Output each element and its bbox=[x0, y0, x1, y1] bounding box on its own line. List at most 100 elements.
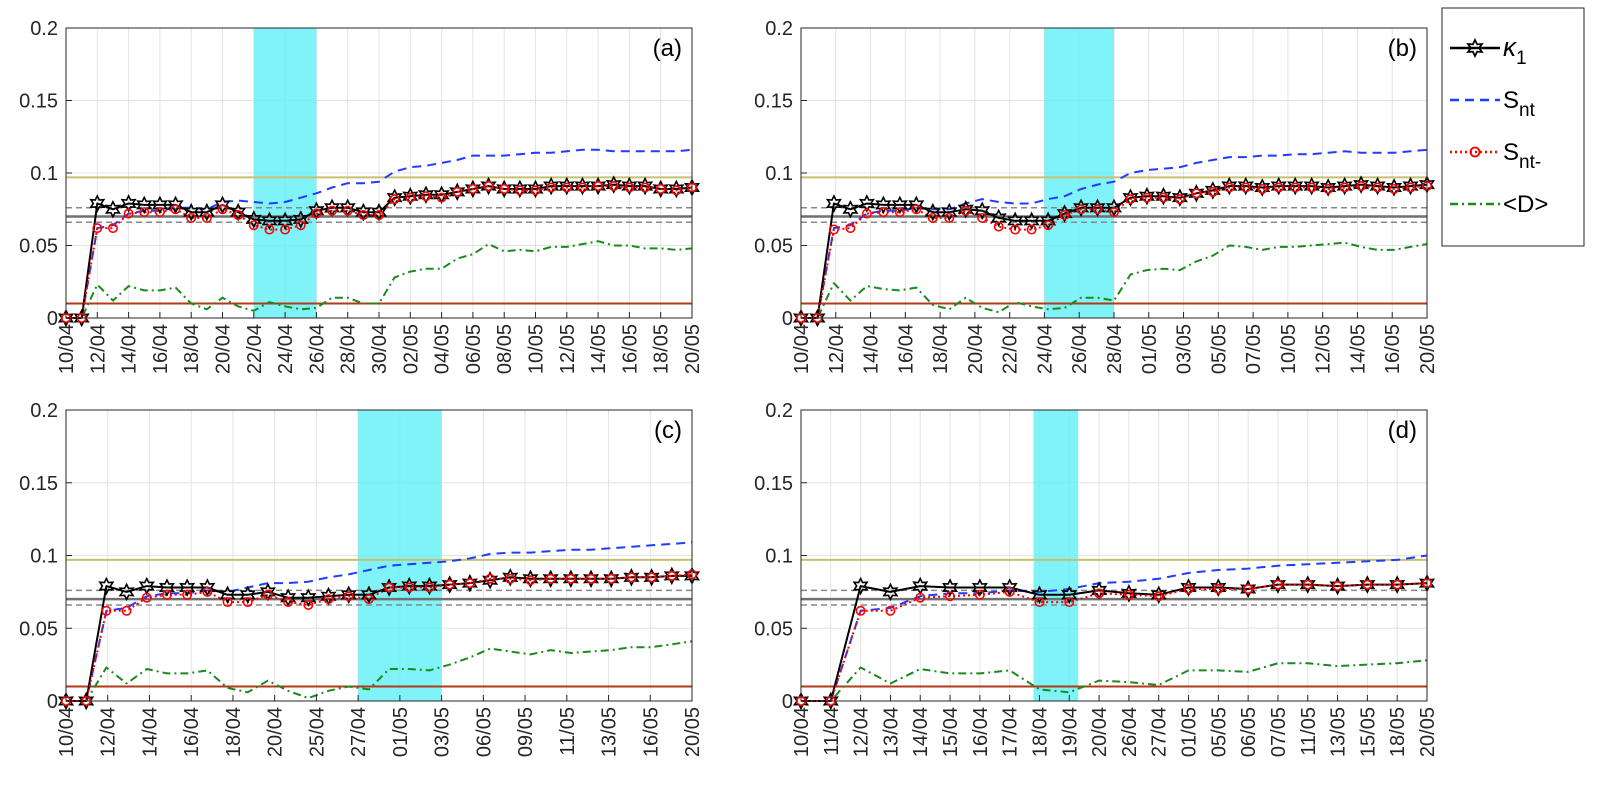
kappa1-marker bbox=[663, 566, 680, 586]
snt-minus-marker bbox=[1191, 188, 1202, 199]
kappa1-marker bbox=[167, 195, 184, 215]
snt-minus-marker bbox=[565, 573, 576, 584]
snt-minus-marker bbox=[927, 212, 938, 223]
x-tick-label: 12/04 bbox=[826, 324, 848, 374]
snt-minus-marker bbox=[233, 210, 244, 221]
legend-item: Snt bbox=[1450, 87, 1536, 121]
snt-minus-marker bbox=[505, 573, 516, 584]
x-tick-label: 01/05 bbox=[1179, 707, 1201, 757]
kappa1-marker bbox=[1031, 585, 1048, 605]
snt-minus-marker bbox=[525, 575, 536, 586]
snt-minus-marker bbox=[828, 224, 839, 235]
kappa1-marker bbox=[1237, 176, 1254, 196]
kappa1-marker bbox=[957, 199, 974, 219]
snt-minus-marker bbox=[485, 573, 496, 584]
panel-label: (a) bbox=[653, 35, 682, 62]
x-tick-label: 20/05 bbox=[682, 707, 704, 757]
kappa1-marker bbox=[792, 691, 810, 711]
snt-minus-marker bbox=[1356, 181, 1367, 192]
series-line-1 bbox=[801, 582, 1428, 702]
snt-minus-marker bbox=[1339, 182, 1350, 193]
snt-minus-marker bbox=[915, 592, 926, 603]
snt-minus-marker bbox=[436, 192, 447, 203]
highlight-band bbox=[253, 28, 317, 318]
y-tick-label: 0.2 bbox=[765, 18, 793, 40]
kappa1-marker bbox=[449, 182, 466, 202]
kappa1-marker bbox=[941, 202, 958, 222]
y-tick-label: 0.2 bbox=[30, 18, 58, 40]
kappa1-marker bbox=[198, 202, 215, 222]
snt-minus-marker bbox=[264, 224, 275, 235]
snt-minus-marker bbox=[363, 594, 374, 605]
kappa1-marker bbox=[1138, 186, 1155, 206]
kappa1-marker bbox=[990, 208, 1007, 228]
snt-minus-marker bbox=[358, 210, 369, 221]
kappa1-marker bbox=[809, 308, 826, 328]
kappa1-marker bbox=[605, 175, 622, 194]
y-tick-label: 0.2 bbox=[30, 400, 58, 422]
x-tick-label: 30/04 bbox=[369, 324, 391, 374]
snt-minus-marker bbox=[1026, 224, 1037, 235]
x-tick-label: 04/05 bbox=[432, 324, 454, 374]
x-tick-label: 14/04 bbox=[119, 324, 141, 374]
snt-minus-marker bbox=[1076, 204, 1087, 215]
kappa1-marker bbox=[277, 211, 294, 231]
snt-minus-marker bbox=[945, 591, 956, 602]
snt-minus-marker bbox=[1153, 591, 1164, 602]
x-tick-label: 27/04 bbox=[1149, 707, 1171, 757]
legend-item: <D> bbox=[1450, 191, 1548, 218]
kappa1-marker bbox=[652, 179, 669, 199]
snt-minus-marker bbox=[222, 597, 233, 608]
kappa1-marker bbox=[502, 568, 519, 587]
kappa1-marker bbox=[1056, 204, 1073, 223]
kappa1-marker bbox=[1287, 176, 1304, 196]
panel-d: 0 0.05 0.1 0.15 0.2 10/04 11/04 12/04 13/04 14/04… bbox=[754, 400, 1439, 757]
legend-circle-marker bbox=[1469, 146, 1481, 158]
snt-minus-marker bbox=[624, 182, 635, 193]
kappa1-marker bbox=[1007, 211, 1024, 231]
kappa1-marker bbox=[574, 176, 591, 196]
x-tick-label: 13/05 bbox=[599, 707, 621, 757]
kappa1-marker bbox=[480, 176, 497, 196]
kappa1-marker bbox=[300, 588, 317, 608]
snt-minus-marker bbox=[577, 182, 588, 193]
x-tick-label: 10/05 bbox=[526, 324, 548, 374]
x-tick-label: 06/05 bbox=[473, 707, 495, 757]
kappa1-marker bbox=[792, 308, 810, 328]
kappa1-marker bbox=[104, 199, 122, 219]
kappa1-marker bbox=[417, 185, 435, 205]
snt-minus-marker bbox=[974, 589, 985, 600]
x-tick-label: 11/05 bbox=[1298, 707, 1320, 756]
x-tick-label: 18/04 bbox=[223, 707, 245, 757]
x-tick-label: 01/05 bbox=[390, 707, 412, 757]
kappa1-marker bbox=[386, 188, 403, 207]
snt-minus-marker bbox=[1323, 183, 1334, 194]
series-line-D bbox=[66, 640, 693, 702]
legend-label: κ1 bbox=[1503, 32, 1527, 69]
x-tick-label: 18/04 bbox=[181, 324, 203, 374]
x-tick-label: 13/04 bbox=[880, 707, 902, 757]
snt-minus-marker bbox=[420, 191, 431, 202]
series-line-D bbox=[66, 240, 693, 319]
snt-minus-marker bbox=[121, 605, 132, 616]
kappa1-marker bbox=[214, 195, 231, 215]
kappa1-marker bbox=[1353, 175, 1370, 194]
kappa1-marker bbox=[941, 578, 959, 597]
kappa1-marker bbox=[360, 585, 377, 605]
snt-minus-marker bbox=[1183, 583, 1194, 594]
y-tick-label: 0.15 bbox=[754, 91, 793, 113]
legend-label-sub: 1 bbox=[1516, 48, 1527, 69]
x-tick-label: 16/04 bbox=[150, 324, 172, 374]
snt-minus-marker bbox=[993, 221, 1004, 232]
kappa1-marker bbox=[522, 569, 539, 589]
kappa1-marker bbox=[822, 691, 839, 711]
snt-minus-marker bbox=[1306, 182, 1317, 193]
highlight-band bbox=[1033, 410, 1079, 701]
kappa1-marker bbox=[1329, 576, 1346, 596]
y-tick-label: 0 bbox=[782, 691, 793, 713]
kappa1-marker bbox=[603, 569, 620, 589]
x-tick-label: 26/04 bbox=[1119, 707, 1141, 757]
x-tick-label: 01/05 bbox=[1139, 324, 1161, 374]
kappa1-marker bbox=[1369, 176, 1386, 196]
x-tick-label: 18/05 bbox=[651, 324, 673, 374]
